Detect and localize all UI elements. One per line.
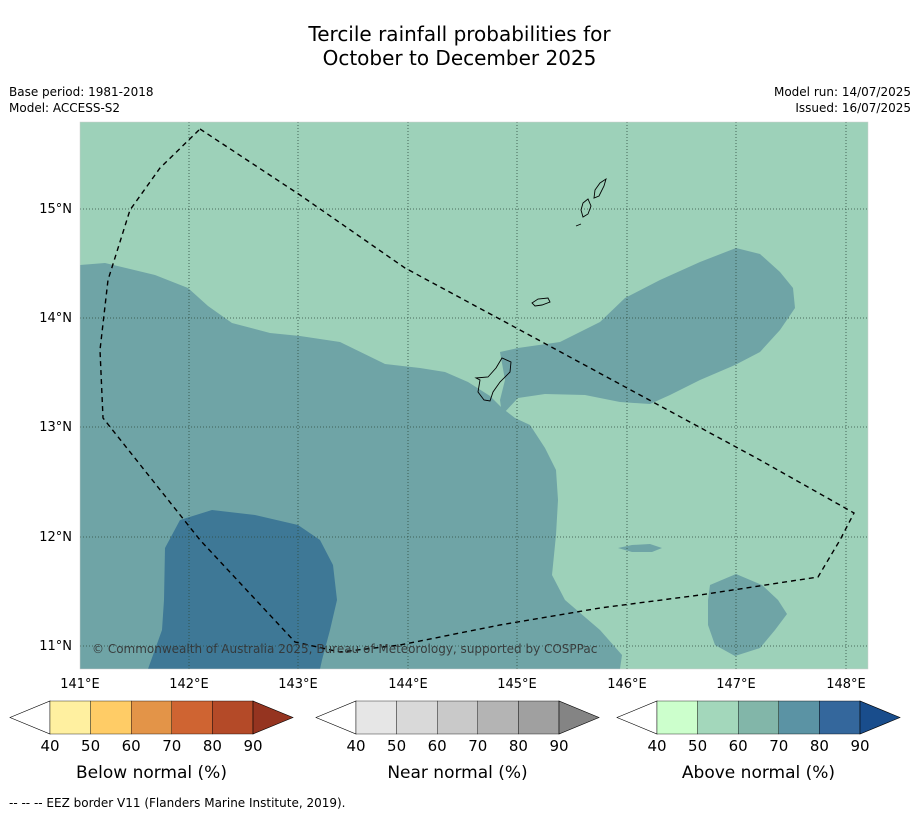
colorbar-max-arrow — [252, 700, 294, 735]
longitude-labels: 141°E 142°E 143°E 144°E 145°E 146°E 147°… — [60, 677, 866, 692]
lon-label-145e: 145°E — [497, 677, 537, 692]
title-line-2: October to December 2025 — [322, 46, 597, 70]
colorbar-min-arrow — [315, 700, 357, 735]
latitude-labels: 15°N 14°N 13°N 12°N 11°N — [39, 202, 72, 654]
rota-island — [531, 297, 551, 307]
colorbar-max-arrow — [859, 700, 901, 735]
colorbar-tick-label: 90 — [243, 737, 262, 755]
colorbar-segment — [171, 700, 213, 735]
colorbar-tick-label: 70 — [162, 737, 181, 755]
title-line-1: Tercile rainfall probabilities for — [308, 22, 611, 46]
colorbar-segment — [738, 700, 780, 735]
colorbar-tick-label: 50 — [81, 737, 100, 755]
colorbar-title: Above normal (%) — [682, 763, 835, 783]
lat-label-12n: 12°N — [39, 530, 72, 545]
colorbar-tick-label: 70 — [468, 737, 487, 755]
prob-zone-70-80 — [148, 510, 337, 669]
model-run: Model run: 14/07/2025 — [773, 85, 911, 99]
colorbar-near-normal: 40 50 60 70 80 90 Near normal (%) — [315, 700, 600, 783]
prob-zone-60-70-east — [500, 248, 795, 415]
tinian-island — [580, 198, 592, 218]
lat-label-15n: 15°N — [39, 202, 72, 217]
lon-label-141e: 141°E — [60, 677, 100, 692]
colorbar-tick-label: 80 — [203, 737, 222, 755]
colorbar-segment — [90, 700, 132, 735]
colorbar-segment — [396, 700, 438, 735]
colorbar-segment — [477, 700, 519, 735]
colorbar-min-arrow — [616, 700, 658, 735]
colorbar-tick-label: 60 — [122, 737, 141, 755]
colorbar-tick-label: 90 — [549, 737, 568, 755]
colorbars: 40 50 60 70 80 90 Below normal (%) 40 50 60 70 80 90… — [9, 700, 901, 783]
colorbar-max-arrow — [558, 700, 600, 735]
colorbar-tick-label: 80 — [509, 737, 528, 755]
colorbar-segment — [778, 700, 820, 735]
prob-zone-60-70-southeast — [708, 574, 787, 656]
colorbar-segment — [212, 700, 254, 735]
colorbar-segment — [697, 700, 739, 735]
saipan-island — [593, 177, 607, 199]
colorbar-tick-label: 50 — [387, 737, 406, 755]
issued-date: Issued: 16/07/2025 — [795, 101, 911, 115]
colorbar-above-normal: 40 50 60 70 80 90 Above normal (%) — [616, 700, 901, 783]
lon-label-147e: 147°E — [716, 677, 756, 692]
colorbar-below-normal: 40 50 60 70 80 90 Below normal (%) — [9, 700, 294, 783]
lon-label-148e: 148°E — [826, 677, 866, 692]
colorbar-title: Below normal (%) — [76, 763, 227, 783]
meta-left: Base period: 1981-2018 Model: ACCESS-S2 — [9, 84, 154, 116]
gridlines — [80, 122, 868, 669]
islands — [474, 177, 607, 402]
copyright-text: © Commonwealth of Australia 2025, Bureau… — [92, 642, 597, 656]
guam-island — [474, 357, 512, 402]
colorbar-segment — [656, 700, 698, 735]
page-title: Tercile rainfall probabilities for Octob… — [0, 22, 919, 70]
lat-label-14n: 14°N — [39, 311, 72, 326]
meta-right: Model run: 14/07/2025 Issued: 16/07/2025 — [774, 84, 911, 116]
colorbar-segment — [49, 700, 91, 735]
base-period: Base period: 1981-2018 — [9, 85, 154, 99]
colorbar-segment — [437, 700, 479, 735]
lon-label-143e: 143°E — [278, 677, 318, 692]
prob-zone-60-70-small — [618, 544, 662, 552]
colorbar-tick-label: 70 — [769, 737, 788, 755]
lat-label-13n: 13°N — [39, 420, 72, 435]
colorbar-segment — [819, 700, 861, 735]
colorbar-segment — [130, 700, 172, 735]
model-name: Model: ACCESS-S2 — [9, 101, 121, 115]
colorbar-tick-label: 80 — [810, 737, 829, 755]
colorbar-segment — [355, 700, 397, 735]
colorbar-tick-label: 60 — [428, 737, 447, 755]
colorbar-tick-label: 40 — [40, 737, 59, 755]
colorbar-tick-label: 90 — [850, 737, 869, 755]
lat-label-11n: 11°N — [39, 639, 72, 654]
aguijan-islet — [575, 223, 582, 227]
map-frame — [79, 121, 869, 670]
colorbar-tick-label: 50 — [688, 737, 707, 755]
colorbar-min-arrow — [9, 700, 51, 735]
colorbar-segment — [518, 700, 560, 735]
colorbar-title: Near normal (%) — [387, 763, 527, 783]
lon-label-144e: 144°E — [388, 677, 428, 692]
lon-label-146e: 146°E — [607, 677, 647, 692]
colorbar-tick-label: 60 — [729, 737, 748, 755]
colorbar-tick-label: 40 — [346, 737, 365, 755]
lon-label-142e: 142°E — [169, 677, 209, 692]
map-panel[interactable]: © Commonwealth of Australia 2025, Bureau… — [79, 121, 869, 670]
footnote: -- -- -- EEZ border V11 (Flanders Marine… — [9, 796, 346, 810]
colorbar-tick-label: 40 — [647, 737, 666, 755]
